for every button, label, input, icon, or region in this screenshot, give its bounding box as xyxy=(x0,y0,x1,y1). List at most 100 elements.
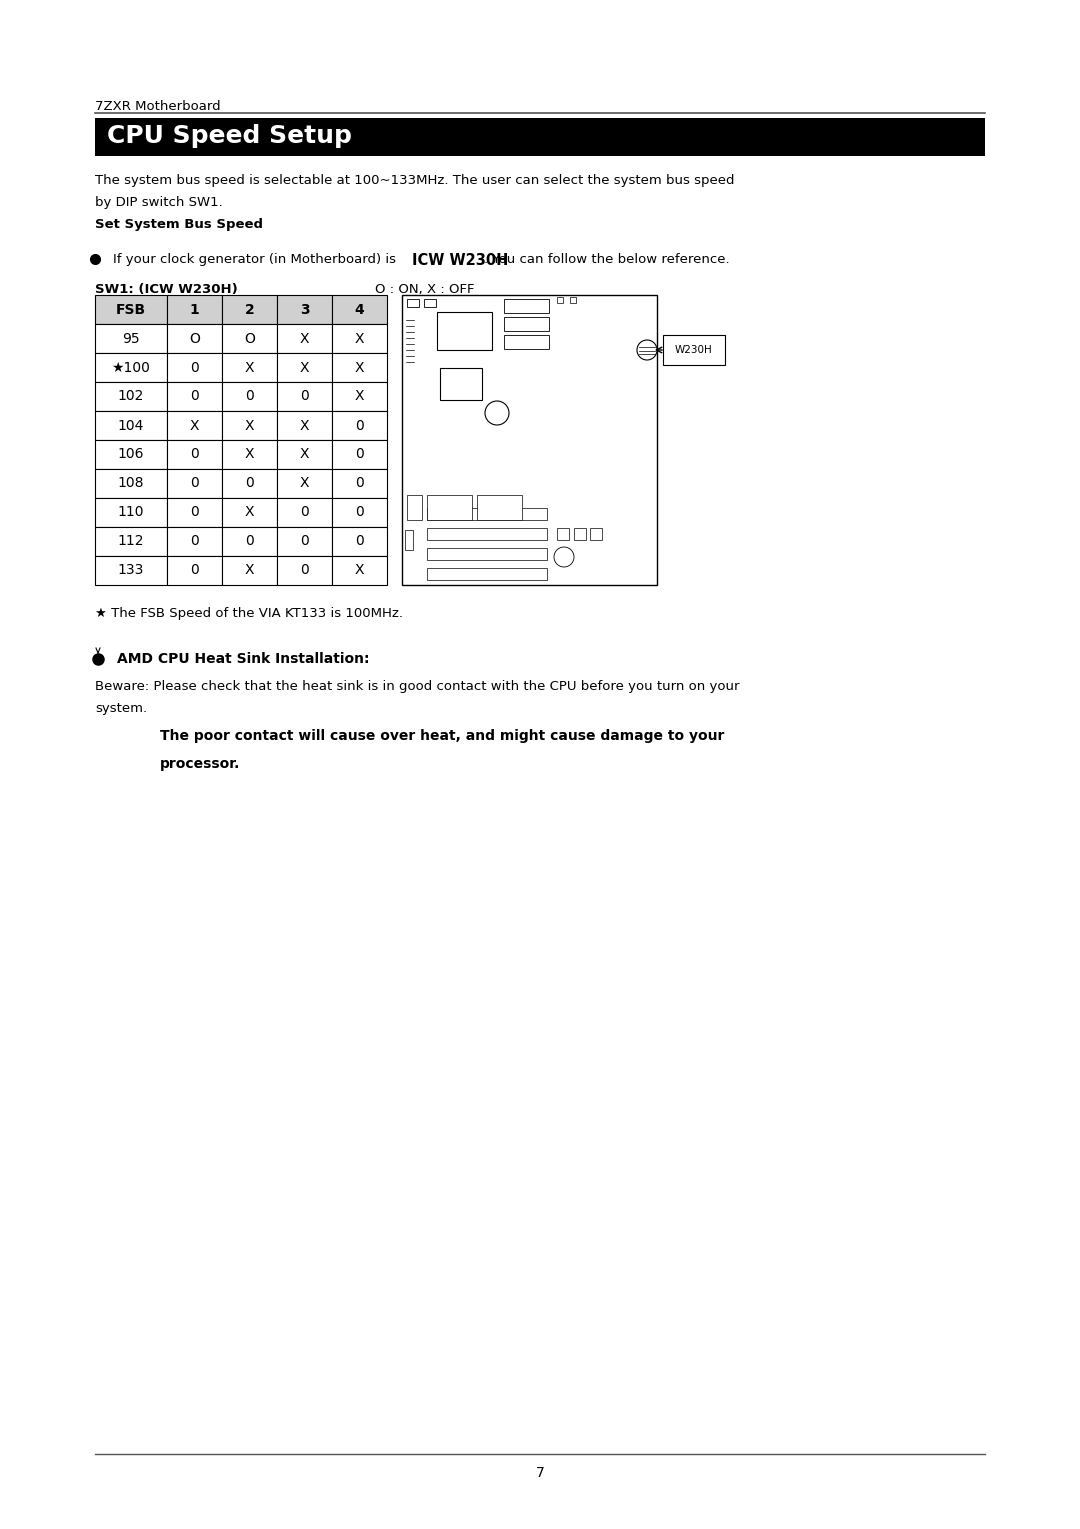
Text: X: X xyxy=(354,361,364,375)
Bar xyxy=(332,528,387,557)
Text: 0: 0 xyxy=(355,448,364,462)
Text: The poor contact will cause over heat, and might cause damage to your: The poor contact will cause over heat, a… xyxy=(160,729,725,743)
Circle shape xyxy=(637,339,657,359)
Bar xyxy=(95,324,167,353)
Text: 0: 0 xyxy=(245,390,254,404)
Text: Set System Bus Speed: Set System Bus Speed xyxy=(95,219,264,231)
Bar xyxy=(95,528,167,557)
Bar xyxy=(276,324,332,353)
Bar xyxy=(167,557,222,586)
Bar xyxy=(95,557,167,586)
Bar xyxy=(276,498,332,528)
Bar xyxy=(222,353,276,382)
Bar xyxy=(276,353,332,382)
Text: 0: 0 xyxy=(190,506,199,520)
Text: SW1: (ICW W230H): SW1: (ICW W230H) xyxy=(95,283,238,297)
Text: 0: 0 xyxy=(190,448,199,462)
Bar xyxy=(407,300,419,307)
Bar xyxy=(437,312,492,350)
Bar xyxy=(95,295,167,324)
Text: X: X xyxy=(354,564,364,578)
Bar xyxy=(167,353,222,382)
Text: X: X xyxy=(354,332,364,346)
Bar xyxy=(276,528,332,557)
Bar xyxy=(332,498,387,528)
Bar xyxy=(276,295,332,324)
Bar xyxy=(557,528,569,540)
Text: X: X xyxy=(245,448,254,462)
Bar xyxy=(424,300,436,307)
Bar xyxy=(332,295,387,324)
Text: 108: 108 xyxy=(118,477,145,491)
Bar xyxy=(332,353,387,382)
Bar xyxy=(402,295,657,586)
Text: 0: 0 xyxy=(300,564,309,578)
Bar xyxy=(222,498,276,528)
Text: CPU Speed Setup: CPU Speed Setup xyxy=(107,124,352,148)
Bar xyxy=(222,469,276,498)
Text: 0: 0 xyxy=(245,535,254,549)
Text: X: X xyxy=(245,419,254,433)
Text: X: X xyxy=(300,419,309,433)
Text: X: X xyxy=(300,448,309,462)
Text: ★100: ★100 xyxy=(111,361,150,375)
Text: O: O xyxy=(189,332,200,346)
Text: ICW W230H: ICW W230H xyxy=(413,252,509,268)
Bar xyxy=(332,382,387,411)
Text: system.: system. xyxy=(95,702,147,716)
Bar xyxy=(573,528,586,540)
Bar xyxy=(407,495,422,520)
Bar xyxy=(332,411,387,440)
Text: X: X xyxy=(245,564,254,578)
Text: 0: 0 xyxy=(355,535,364,549)
Text: 110: 110 xyxy=(118,506,145,520)
Text: X: X xyxy=(245,361,254,375)
Bar xyxy=(95,118,985,156)
Bar xyxy=(167,440,222,469)
Bar xyxy=(167,469,222,498)
Bar xyxy=(95,469,167,498)
Text: FSB: FSB xyxy=(116,303,146,317)
Text: 0: 0 xyxy=(190,477,199,491)
Bar xyxy=(95,353,167,382)
Bar xyxy=(427,508,546,520)
Bar xyxy=(276,382,332,411)
Text: O : ON, X : OFF: O : ON, X : OFF xyxy=(375,283,474,297)
Circle shape xyxy=(554,547,573,567)
Text: 7: 7 xyxy=(536,1466,544,1480)
Bar xyxy=(427,528,546,540)
Text: If your clock generator (in Motherboard) is: If your clock generator (in Motherboard)… xyxy=(113,252,401,266)
Bar xyxy=(504,300,549,313)
Text: X: X xyxy=(300,477,309,491)
Bar xyxy=(570,297,576,303)
Bar xyxy=(276,411,332,440)
Bar xyxy=(222,557,276,586)
Bar xyxy=(222,440,276,469)
Bar xyxy=(167,411,222,440)
Bar xyxy=(222,295,276,324)
Text: 0: 0 xyxy=(300,506,309,520)
Bar xyxy=(222,382,276,411)
Text: 0: 0 xyxy=(300,390,309,404)
Bar xyxy=(590,528,602,540)
Text: 0: 0 xyxy=(355,419,364,433)
Text: X: X xyxy=(354,390,364,404)
Bar xyxy=(222,324,276,353)
Text: 95: 95 xyxy=(122,332,139,346)
Text: AMD CPU Heat Sink Installation:: AMD CPU Heat Sink Installation: xyxy=(117,651,369,667)
Text: 133: 133 xyxy=(118,564,145,578)
Bar xyxy=(332,557,387,586)
Text: 0: 0 xyxy=(190,390,199,404)
Text: 3: 3 xyxy=(299,303,309,317)
Bar xyxy=(557,297,563,303)
Bar xyxy=(440,368,482,401)
Bar xyxy=(95,440,167,469)
Text: 104: 104 xyxy=(118,419,145,433)
Text: 1: 1 xyxy=(190,303,200,317)
Bar xyxy=(95,382,167,411)
Bar xyxy=(167,324,222,353)
Bar xyxy=(276,557,332,586)
Text: 0: 0 xyxy=(300,535,309,549)
Text: 0: 0 xyxy=(190,564,199,578)
Text: X: X xyxy=(300,332,309,346)
